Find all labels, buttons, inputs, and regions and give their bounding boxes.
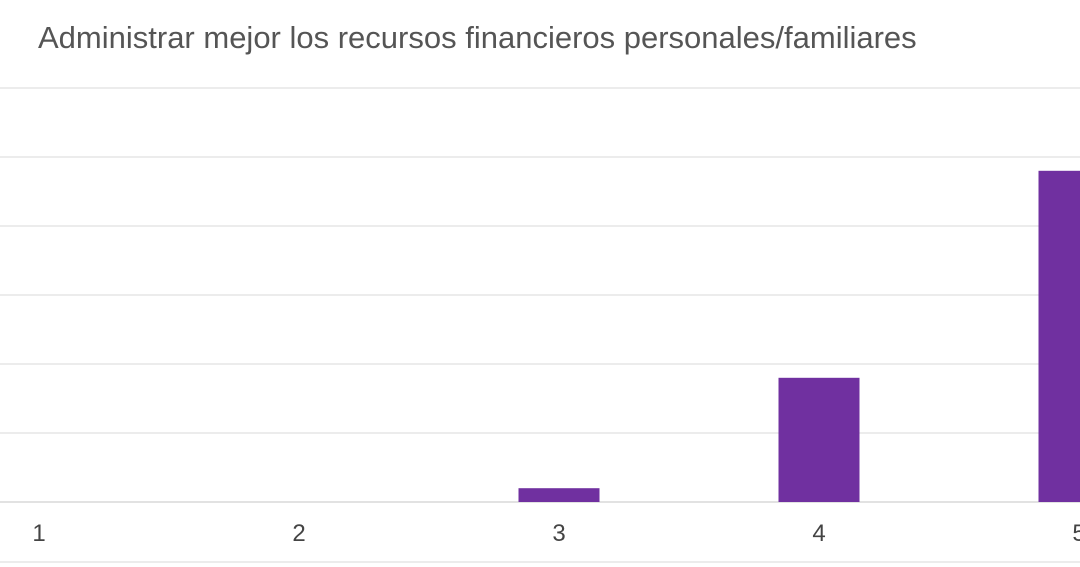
bar-3 (518, 488, 600, 502)
x-tick-label-3: 3 (552, 520, 565, 547)
bars (518, 170, 1080, 503)
grid-lines (0, 87, 1080, 563)
x-tick-label-2: 2 (292, 520, 305, 547)
x-tick-label-4: 4 (812, 520, 825, 547)
x-tick-label-5: 5 (1072, 520, 1080, 547)
x-tick-labels: 1 2 3 4 5 (32, 520, 1080, 547)
bar-5 (1038, 170, 1080, 503)
bar-4 (778, 377, 860, 502)
chart-title: Administrar mejor los recursos financier… (38, 20, 917, 55)
x-tick-label-1: 1 (32, 520, 45, 547)
